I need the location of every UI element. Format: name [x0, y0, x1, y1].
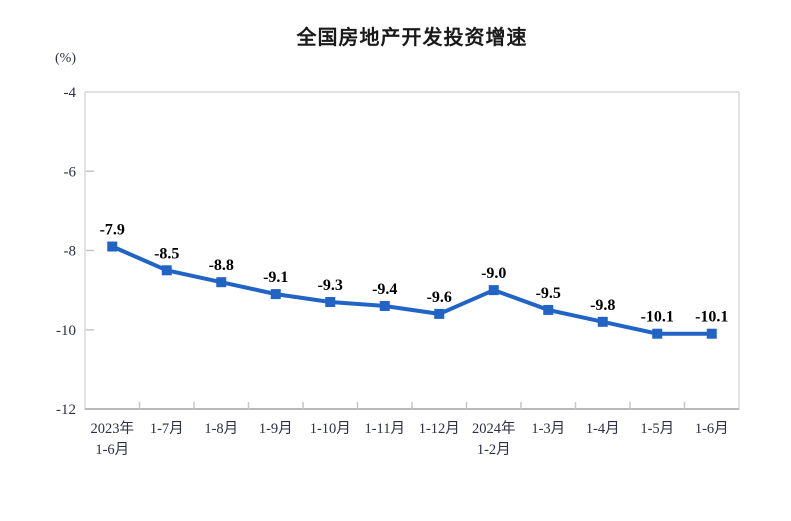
data-line: [111, 244, 712, 336]
data-point-label: -9.0: [481, 265, 506, 282]
x-axis-category-label: 1-5月: [640, 421, 674, 437]
y-axis-tick-label: -6: [64, 164, 77, 180]
data-point-label: -10.1: [641, 309, 674, 326]
x-axis-category-label: 1-6月: [695, 421, 729, 437]
data-point-marker: [107, 241, 118, 252]
data-point-label: -8.8: [209, 257, 234, 274]
x-axis-category-label: 1-10月: [310, 421, 351, 437]
data-point-label: -9.8: [590, 297, 615, 314]
data-point-label: -9.3: [318, 277, 343, 294]
y-axis-tick-label: -4: [64, 85, 77, 101]
y-axis-tick-label: -10: [56, 323, 76, 339]
chart-title: 全国房地产开发投资增速: [296, 27, 528, 49]
data-point-label: -7.9: [100, 222, 125, 239]
y-axis-tick-label: -12: [56, 402, 76, 418]
plot-area-border: [84, 91, 740, 410]
y-axis-unit-label: (%): [55, 51, 76, 66]
x-axis-category-label: 1-8月: [204, 421, 238, 437]
data-point-marker: [161, 265, 172, 276]
x-axis-category-label: 2023年 1-6月: [91, 420, 135, 458]
y-axis-tick-label: -8: [64, 244, 77, 260]
x-axis-category-label: 2024年 1-2月: [472, 420, 516, 458]
data-point-label: -9.4: [372, 281, 397, 298]
x-axis-category-label: 1-11月: [364, 421, 405, 437]
data-point-marker: [270, 289, 281, 300]
data-point-marker: [216, 277, 227, 288]
x-axis-category-label: 1-3月: [531, 421, 565, 437]
data-point-marker: [325, 297, 336, 308]
data-point-marker: [652, 328, 663, 339]
data-point-marker: [434, 308, 445, 319]
data-point-label: -9.5: [536, 285, 561, 302]
data-point-label: -9.1: [263, 269, 288, 286]
x-axis-category-label: 1-12月: [419, 421, 460, 437]
x-axis-category-label: 1-4月: [586, 421, 620, 437]
x-axis-category-label: 1-7月: [150, 421, 184, 437]
data-point-marker: [488, 285, 499, 296]
data-point-label: -10.1: [695, 309, 728, 326]
data-point-marker: [597, 316, 608, 327]
data-point-label: -9.6: [427, 289, 452, 306]
data-point-marker: [706, 328, 717, 339]
data-point-marker: [543, 304, 554, 315]
data-point-marker: [379, 300, 390, 311]
data-point-label: -8.5: [154, 245, 179, 262]
x-axis-category-label: 1-9月: [259, 421, 293, 437]
